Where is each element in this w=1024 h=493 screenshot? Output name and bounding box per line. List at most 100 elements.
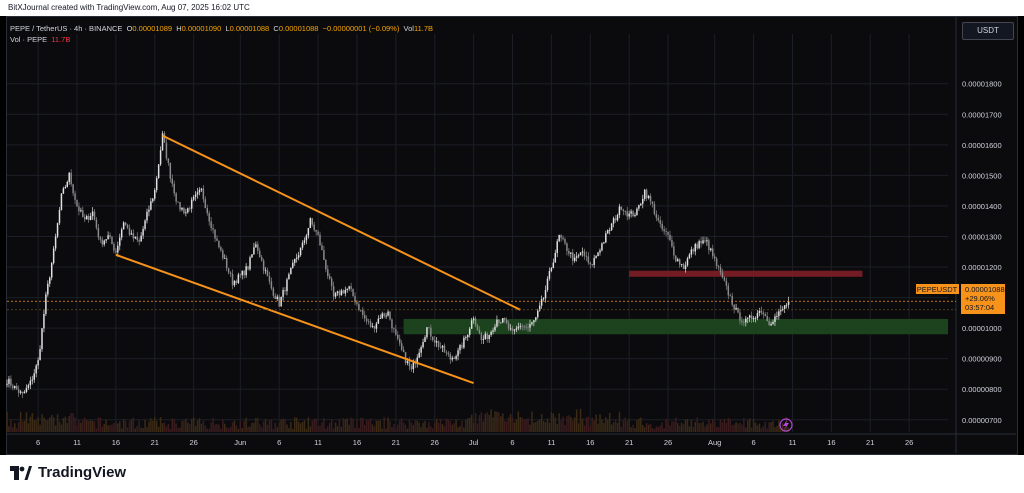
candle-body	[684, 265, 687, 269]
price-tag-value: 0.00001088	[965, 285, 1005, 294]
volume-bar	[416, 420, 418, 432]
candle-body	[338, 291, 341, 296]
candle-body	[422, 341, 424, 348]
price-axis[interactable]: 0.00000700 0.00000800 0.00000900 0.00001000…	[962, 80, 1002, 425]
volume-bar	[84, 417, 86, 432]
candle-body	[492, 330, 494, 332]
volume-bar	[66, 423, 69, 432]
volume-bar	[21, 421, 24, 432]
volume-bar	[645, 423, 648, 432]
x-tick-label: 21	[392, 438, 400, 447]
candle-body	[439, 346, 442, 348]
volume-bar	[371, 424, 374, 432]
candle-body	[719, 267, 722, 273]
volume-bar	[8, 426, 10, 432]
volume-bar	[140, 427, 142, 432]
candle-body	[350, 286, 352, 289]
volume-bar	[583, 425, 586, 432]
tradingview-logo[interactable]: TradingView	[10, 464, 126, 481]
volume-bar	[95, 428, 98, 432]
volume-bar	[764, 421, 766, 432]
candle-body	[743, 322, 745, 323]
candle-body	[237, 274, 240, 284]
volume-bar	[568, 415, 570, 432]
candle-body	[741, 320, 743, 323]
volume-bar	[552, 413, 555, 432]
volume-bar	[525, 418, 527, 432]
volume-bar	[194, 426, 197, 432]
volume-bar	[328, 422, 331, 432]
candle-body	[325, 259, 327, 270]
volume-bar	[737, 423, 739, 432]
volume-bar	[381, 428, 383, 432]
volume-bar	[87, 420, 90, 432]
descending-channel[interactable]	[115, 134, 521, 385]
volume-bar	[651, 428, 654, 432]
candle-body	[328, 276, 331, 279]
volume-bar	[175, 423, 177, 432]
candle-body	[457, 350, 459, 357]
candle-body	[669, 234, 671, 241]
candle-body	[33, 373, 35, 380]
candle-body	[70, 172, 72, 185]
volume-bar	[41, 414, 43, 432]
candle-body	[686, 258, 689, 266]
volume-bar	[418, 422, 420, 432]
volume-bar	[760, 428, 763, 432]
last-price-tag: PEPEUSDT 0.00001088 +29.06% 03:57:04	[916, 284, 1005, 314]
x-tick-label: 11	[789, 438, 797, 447]
candle-body	[568, 250, 570, 254]
candle-body	[593, 257, 595, 265]
time-axis[interactable]: 6 11 16 21 26 Jun 6 11 16 21 26 Jul 6 11 16 21 26 Aug 6 11 1…	[36, 438, 913, 447]
candle-body	[216, 238, 218, 241]
symbol-title[interactable]: PEPE / TetherUS · 4h · BINANCE	[10, 24, 123, 33]
symbol-tag-bg	[916, 284, 959, 294]
volume-bar	[171, 418, 174, 432]
candle-body	[733, 304, 735, 310]
volume-bar	[449, 421, 452, 432]
candle-body	[183, 207, 185, 214]
volume-indicator-label[interactable]: Vol · PEPE	[10, 35, 48, 44]
volume-bar	[603, 422, 605, 432]
volume-bar	[319, 425, 321, 432]
candle-body	[220, 247, 222, 251]
price-chart[interactable]: 0.00000700 0.00000800 0.00000900 0.00001000…	[0, 0, 1024, 455]
currency-button[interactable]: USDT	[962, 22, 1014, 40]
volume-bar	[612, 422, 615, 432]
volume-bar	[340, 426, 343, 432]
candle-body	[544, 290, 547, 299]
volume-bar	[661, 422, 663, 432]
candle-body	[352, 288, 354, 297]
candle-body	[612, 218, 615, 224]
candle-body	[107, 235, 109, 240]
volume-bar	[601, 419, 603, 432]
lightning-icon[interactable]	[779, 418, 793, 432]
volume-bar	[237, 428, 240, 432]
candle-body	[37, 360, 39, 366]
x-tick-label: 16	[112, 438, 120, 447]
candle-body	[348, 286, 350, 289]
volume-bar	[117, 423, 119, 432]
candle-body	[398, 338, 401, 344]
volume-bar	[433, 422, 436, 432]
candle-body	[552, 262, 555, 269]
candle-body	[6, 383, 8, 385]
candle-body	[583, 251, 586, 257]
volume-bar	[342, 417, 345, 432]
volume-bar	[478, 415, 481, 432]
volume-bar	[305, 428, 308, 432]
volume-bar	[37, 417, 39, 432]
candle-body	[750, 315, 753, 320]
volume-bar	[377, 420, 380, 432]
volume-bar	[373, 426, 376, 432]
volume-bar	[177, 427, 179, 432]
candle-body	[671, 240, 673, 247]
volume-bar	[640, 417, 642, 432]
candle-body	[577, 255, 580, 257]
volume-bar	[468, 417, 471, 432]
candle-body	[78, 206, 80, 212]
volume-bar	[111, 424, 113, 432]
candle-body	[406, 361, 409, 364]
volume-bar	[276, 427, 278, 432]
candle-body	[340, 290, 343, 296]
